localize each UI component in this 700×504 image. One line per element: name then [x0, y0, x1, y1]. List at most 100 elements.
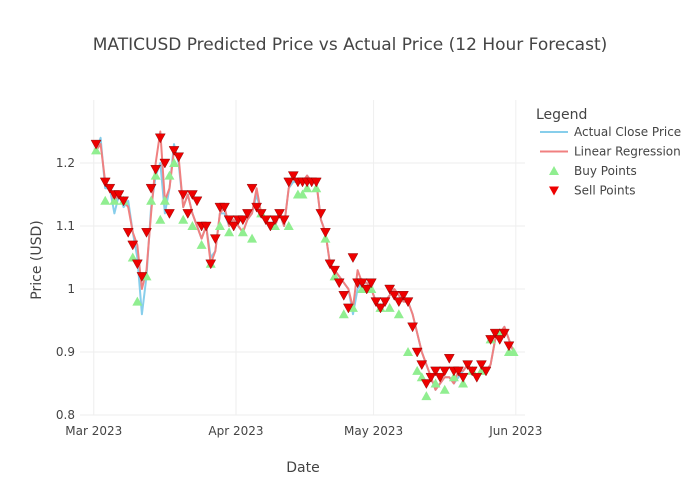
sell-point [333, 278, 345, 289]
legend-label: Sell Points [574, 184, 636, 198]
sell-point [485, 335, 496, 345]
sell-point [388, 291, 400, 301]
sell-point [310, 177, 322, 188]
buy-point [393, 309, 404, 319]
buy-point [508, 347, 519, 356]
sell-point [411, 347, 423, 358]
sell-point [384, 284, 396, 295]
sell-point [90, 139, 102, 150]
sell-point [421, 379, 432, 389]
legend-item: Linear Regression [540, 145, 681, 159]
sell-point [177, 190, 189, 200]
buy-point [100, 195, 111, 205]
buy-point [329, 271, 340, 281]
buy-point [91, 145, 102, 155]
buy-point [302, 183, 313, 193]
sell-point [150, 165, 162, 175]
sell-point [416, 360, 428, 371]
x-tick-label: May 2023 [344, 424, 403, 438]
buy-point [347, 302, 358, 312]
legend-sell-marker [549, 186, 559, 196]
sell-point [375, 303, 386, 314]
sell-point [439, 366, 451, 377]
buy-point [384, 302, 395, 312]
sell-point [127, 240, 139, 251]
sell-point [219, 202, 230, 213]
y-tick-label: 1.2 [56, 156, 75, 170]
sell-point [99, 177, 111, 188]
buy-point [421, 391, 432, 401]
buy-point [448, 372, 459, 382]
x-tick-label: Mar 2023 [65, 424, 122, 438]
sell-point [187, 190, 198, 200]
sell-point [154, 133, 166, 144]
legend: Legend Actual Close Price Linear Regressi… [536, 107, 681, 198]
sell-point [462, 360, 473, 371]
sell-point [398, 291, 409, 301]
sell-point [260, 215, 272, 226]
legend-title: Legend [536, 107, 587, 123]
buy-point [476, 365, 487, 375]
sell-point [489, 328, 501, 339]
sell-point [471, 373, 483, 383]
buy-point [439, 384, 450, 394]
sell-point [443, 354, 455, 364]
sell-point [480, 366, 492, 377]
buy-point [416, 372, 427, 382]
legend-item: Buy Points [549, 164, 637, 178]
y-tick-label: 0.9 [56, 345, 75, 359]
sell-point [242, 209, 253, 219]
sell-point [453, 366, 464, 377]
sell-point [269, 215, 281, 226]
sell-point [274, 209, 285, 219]
sell-point [287, 171, 299, 182]
sell-point [329, 265, 340, 276]
sell-point [499, 328, 510, 339]
sell-point [118, 196, 129, 207]
sell-point [315, 209, 327, 219]
buy-point [283, 221, 294, 230]
buy-point [214, 221, 225, 230]
sell-point [370, 297, 382, 308]
buy-point [169, 158, 180, 167]
sell-point [173, 152, 184, 163]
sell-point [191, 196, 203, 207]
buy-point [412, 365, 423, 375]
buy-point [164, 170, 175, 180]
buy-point [357, 284, 368, 293]
buy-point [269, 221, 280, 230]
buy-point [430, 378, 441, 388]
sell-point [113, 190, 125, 200]
legend-label: Actual Close Price [574, 125, 681, 139]
buy-point [196, 239, 207, 249]
tick-layer: 0.8 0.9 1 1.1 1.2 Mar 2023 Apr 2023 May 2023 Jun… [56, 156, 542, 438]
sell-point [122, 228, 134, 238]
buy-point [403, 347, 414, 356]
sell-point [182, 209, 194, 219]
sell-point [283, 177, 295, 188]
y-axis-title: Price (USD) [29, 220, 45, 299]
sell-point [132, 259, 143, 270]
sell-point [278, 215, 290, 226]
sell-point [104, 183, 116, 194]
sell-point [320, 228, 331, 238]
sell-point [343, 303, 354, 314]
buy-point [297, 189, 308, 199]
sell-point [347, 253, 359, 263]
buy-point [458, 378, 469, 388]
sell-point [159, 158, 171, 169]
sell-point [145, 183, 157, 194]
sell-point [164, 209, 175, 219]
buy-point [187, 221, 198, 230]
sell-point [246, 183, 258, 194]
sell-point [457, 373, 469, 383]
marker-layer [90, 133, 519, 401]
legend-label: Buy Points [574, 164, 637, 178]
buy-point [237, 227, 248, 237]
sell-point [425, 373, 437, 383]
sell-point [338, 291, 350, 301]
sell-point [265, 221, 276, 232]
legend-items: Actual Close Price Linear Regression Buy P… [540, 125, 681, 198]
y-tick-label: 1.1 [56, 219, 75, 233]
buy-point [109, 195, 120, 205]
